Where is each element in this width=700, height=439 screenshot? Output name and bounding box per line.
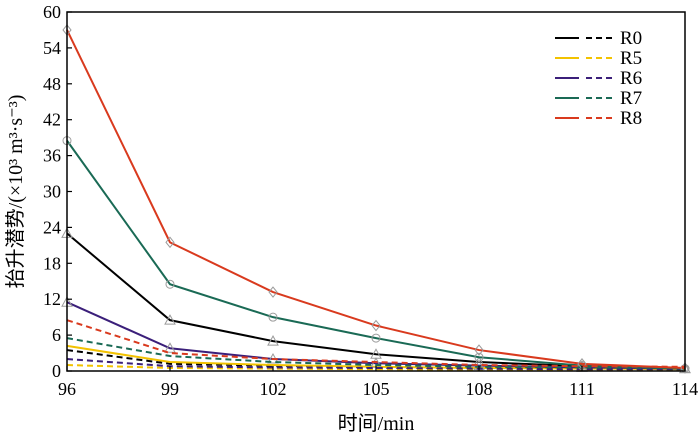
y-tick-label: 42 [43,110,61,130]
y-tick-label: 18 [43,253,61,273]
legend-label-r7: R7 [620,88,642,109]
y-tick-label: 60 [43,2,61,22]
data-point-r7 [268,312,278,322]
y-tick-label: 48 [43,74,61,94]
x-tick-label: 99 [161,379,179,399]
data-point-r8 [371,319,381,332]
data-point-r0 [267,335,279,346]
y-tick-label: 24 [43,217,61,237]
y-axis-ticks: 0 6 12 18 24 30 36 42 48 54 60 [43,2,72,381]
x-axis-ticks: 96 99 102 105 108 111 114 [58,366,698,399]
data-point-r8 [474,344,484,356]
legend-label-r5: R5 [620,48,642,69]
y-axis-title: 抬升潜势/(×10³ m³·s⁻³) [4,95,27,289]
data-point-r7 [474,352,484,362]
y-tick-label: 6 [52,325,61,345]
x-tick-label: 96 [58,379,76,399]
data-point-r7 [165,279,175,289]
y-tick-label: 12 [43,289,61,309]
y-tick-label: 54 [43,38,61,58]
x-tick-label: 108 [466,379,493,399]
data-point-r8 [165,236,175,249]
legend-label-r8: R8 [620,108,642,129]
x-tick-label: 102 [260,379,287,399]
series-layer [61,24,691,374]
legend-label-r6: R6 [620,68,642,89]
x-axis-title: 时间/min [338,412,415,435]
x-tick-label: 114 [672,379,698,399]
y-tick-label: 30 [43,182,61,202]
data-point-r8 [268,286,278,298]
y-tick-label: 36 [43,146,61,166]
y-tick-label: 0 [52,361,61,381]
x-tick-label: 105 [363,379,390,399]
data-point-r7 [371,333,381,343]
data-point-r0 [164,314,176,325]
data-point-r6 [164,342,176,353]
plot-frame [66,11,686,372]
series-line-r8-solid [66,29,686,370]
legend-label-r0: R0 [620,28,642,49]
x-tick-label: 111 [569,379,595,399]
series-line-r7-dashed [66,337,686,370]
